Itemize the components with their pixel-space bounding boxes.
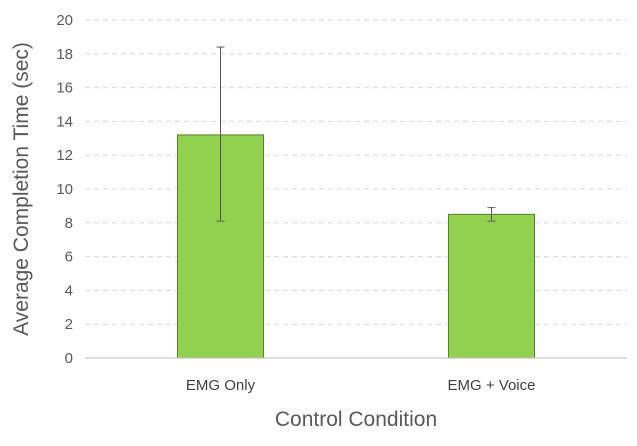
y-tick-label: 2 <box>65 316 73 333</box>
x-axis-title: Control Condition <box>275 408 437 431</box>
y-axis-title: Average Completion Time (sec) <box>10 42 33 336</box>
x-category-label: EMG Only <box>186 377 256 394</box>
y-tick-label: 18 <box>56 46 73 63</box>
y-tick-label: 10 <box>56 181 73 198</box>
gridlines <box>85 19 627 325</box>
y-axis-ticks: 0 2 4 6 8 10 12 14 16 18 20 <box>56 12 73 367</box>
y-tick-label: 12 <box>56 147 73 164</box>
bar <box>448 213 535 359</box>
y-tick-label: 4 <box>65 282 73 299</box>
y-tick-label: 16 <box>56 80 73 97</box>
y-tick-label: 14 <box>56 113 73 130</box>
error-bars <box>216 46 496 222</box>
y-tick-label: 8 <box>65 215 73 232</box>
x-axis-categories: EMG Only EMG + Voice <box>186 377 536 394</box>
y-tick-label: 6 <box>65 249 73 266</box>
y-tick-label: 20 <box>56 12 73 29</box>
x-category-label: EMG + Voice <box>448 377 536 394</box>
y-tick-label: 0 <box>65 350 73 367</box>
